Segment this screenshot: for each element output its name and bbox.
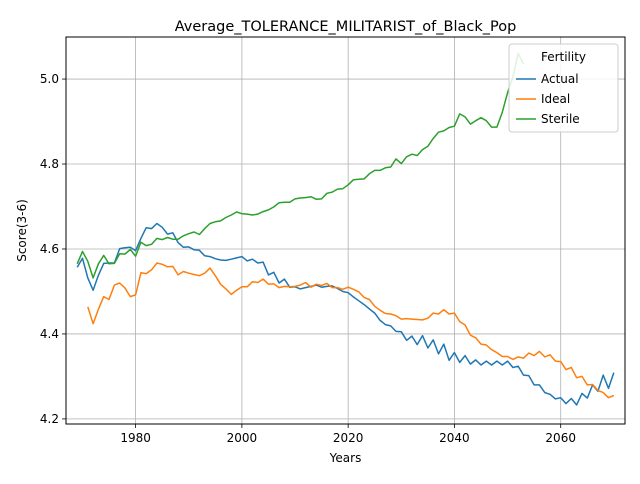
x-tick-label: 2020 <box>333 431 364 445</box>
y-tick-label: 4.6 <box>40 242 59 256</box>
plot-frame <box>65 36 626 425</box>
y-tick-label: 4.8 <box>40 157 59 171</box>
axis-ticks: 1980 2000 2020 2040 2060 4.2 4.4 4.6 4.8 5.0 <box>40 72 576 445</box>
legend-label-sterile: Sterile <box>541 112 580 126</box>
legend-items: Actual Ideal Sterile <box>516 72 580 126</box>
series-line-sterile <box>76 52 525 279</box>
x-tick-label: 1980 <box>120 431 151 445</box>
legend: Fertility Actual Ideal Sterile <box>508 43 619 133</box>
x-tick-label: 2000 <box>227 431 258 445</box>
x-tick-label: 2060 <box>545 431 576 445</box>
legend-box <box>508 43 619 133</box>
y-tick-label: 4.2 <box>40 412 59 426</box>
chart-title: Average_TOLERANCE_MILITARIST_of_Black_Po… <box>175 19 517 35</box>
legend-title: Fertility <box>541 50 586 64</box>
legend-label-actual: Actual <box>541 72 579 86</box>
x-tick-label: 2040 <box>439 431 470 445</box>
series-line-ideal <box>87 262 615 399</box>
y-tick-label: 4.4 <box>40 327 59 341</box>
y-axis-label: Score(3-6) <box>15 199 29 262</box>
x-axis-label: Years <box>329 451 362 465</box>
series-line-actual <box>76 222 615 406</box>
legend-label-ideal: Ideal <box>541 92 570 106</box>
y-tick-label: 5.0 <box>40 72 59 86</box>
series-lines <box>76 52 615 406</box>
